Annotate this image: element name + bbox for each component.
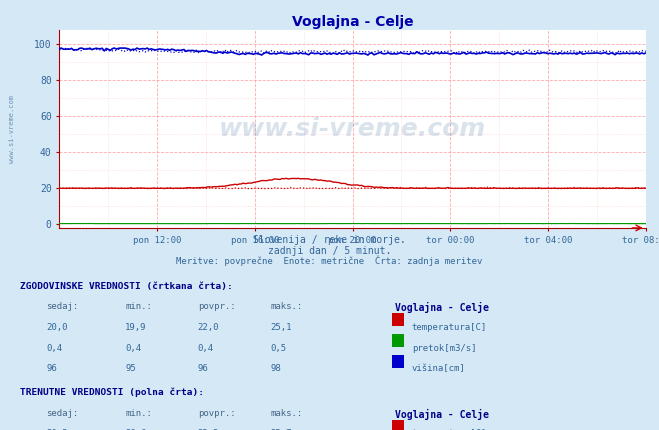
Text: 22,2: 22,2	[198, 429, 219, 430]
Text: 0,4: 0,4	[125, 344, 141, 353]
Text: 96: 96	[198, 364, 208, 373]
Text: Voglajna - Celje: Voglajna - Celje	[395, 408, 490, 420]
Text: min.:: min.:	[125, 408, 152, 418]
Text: 95: 95	[125, 364, 136, 373]
Title: Voglajna - Celje: Voglajna - Celje	[292, 15, 413, 29]
Text: www.si-vreme.com: www.si-vreme.com	[219, 117, 486, 141]
Text: ZGODOVINSKE VREDNOSTI (črtkana črta):: ZGODOVINSKE VREDNOSTI (črtkana črta):	[20, 282, 233, 291]
Text: Slovenija / reke in morje.: Slovenija / reke in morje.	[253, 235, 406, 245]
Text: 20,0: 20,0	[46, 323, 68, 332]
Text: višina[cm]: višina[cm]	[412, 364, 466, 373]
Text: Voglajna - Celje: Voglajna - Celje	[395, 302, 490, 313]
Text: www.si-vreme.com: www.si-vreme.com	[9, 95, 14, 163]
Text: maks.:: maks.:	[270, 408, 302, 418]
Text: min.:: min.:	[125, 302, 152, 311]
Text: 20,3: 20,3	[46, 429, 68, 430]
Text: temperatura[C]: temperatura[C]	[412, 429, 487, 430]
Text: sedaj:: sedaj:	[46, 408, 78, 418]
Text: 22,0: 22,0	[198, 323, 219, 332]
Text: 20,0: 20,0	[125, 429, 147, 430]
Text: 25,7: 25,7	[270, 429, 292, 430]
Text: sedaj:: sedaj:	[46, 302, 78, 311]
Text: 19,9: 19,9	[125, 323, 147, 332]
Text: maks.:: maks.:	[270, 302, 302, 311]
Text: temperatura[C]: temperatura[C]	[412, 323, 487, 332]
Text: Meritve: povprečne  Enote: metrične  Črta: zadnja meritev: Meritve: povprečne Enote: metrične Črta:…	[177, 256, 482, 267]
Text: pretok[m3/s]: pretok[m3/s]	[412, 344, 476, 353]
Text: 0,4: 0,4	[198, 344, 214, 353]
Text: povpr.:: povpr.:	[198, 302, 235, 311]
Text: 98: 98	[270, 364, 281, 373]
Text: 96: 96	[46, 364, 57, 373]
Text: 0,4: 0,4	[46, 344, 62, 353]
Text: 25,1: 25,1	[270, 323, 292, 332]
Text: zadnji dan / 5 minut.: zadnji dan / 5 minut.	[268, 246, 391, 256]
Text: TRENUTNE VREDNOSTI (polna črta):: TRENUTNE VREDNOSTI (polna črta):	[20, 388, 204, 397]
Text: povpr.:: povpr.:	[198, 408, 235, 418]
Text: 0,5: 0,5	[270, 344, 286, 353]
